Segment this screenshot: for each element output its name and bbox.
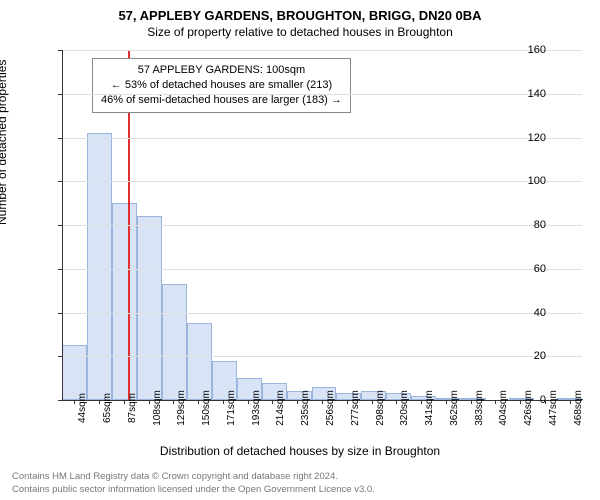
x-tick-label: 404sqm — [498, 390, 509, 426]
histogram-bar — [87, 133, 112, 400]
x-tick-label: 383sqm — [474, 390, 485, 426]
y-tick-label: 80 — [516, 219, 546, 231]
x-tick-label: 87sqm — [127, 393, 138, 423]
footer-line1: Contains HM Land Registry data © Crown c… — [12, 471, 588, 483]
chart-subtitle: Size of property relative to detached ho… — [0, 23, 600, 39]
histogram-bar — [187, 323, 212, 400]
chart-title: 57, APPLEBY GARDENS, BROUGHTON, BRIGG, D… — [0, 0, 600, 23]
histogram-bar — [162, 284, 187, 400]
y-axis-label: Number of detached properties — [0, 60, 9, 225]
x-tick-label: 447sqm — [548, 390, 559, 426]
x-tick-label: 108sqm — [152, 390, 163, 426]
histogram-bar — [112, 203, 137, 400]
x-tick-label: 214sqm — [275, 390, 286, 426]
y-tick-label: 120 — [516, 132, 546, 144]
y-tick-label: 140 — [516, 88, 546, 100]
x-axis-label: Distribution of detached houses by size … — [0, 444, 600, 458]
annotation-line: 46% of semi-detached houses are larger (… — [101, 93, 342, 108]
x-tick-label: 150sqm — [201, 390, 212, 426]
histogram-bar — [62, 345, 87, 400]
y-axis-line — [62, 50, 63, 400]
x-tick-label: 426sqm — [523, 390, 534, 426]
x-tick-label: 193sqm — [251, 390, 262, 426]
x-tick-label: 298sqm — [375, 390, 386, 426]
annotation-box: 57 APPLEBY GARDENS: 100sqm← 53% of detac… — [92, 58, 351, 113]
annotation-line: 57 APPLEBY GARDENS: 100sqm — [101, 63, 342, 78]
x-tick-label: 468sqm — [573, 390, 584, 426]
x-tick-label: 320sqm — [399, 390, 410, 426]
x-tick-label: 65sqm — [102, 393, 113, 423]
x-tick-label: 129sqm — [176, 390, 187, 426]
x-ticks: 44sqm65sqm87sqm108sqm129sqm150sqm171sqm1… — [62, 400, 582, 450]
x-tick-label: 44sqm — [77, 393, 88, 423]
x-tick-label: 256sqm — [325, 390, 336, 426]
footer-credits: Contains HM Land Registry data © Crown c… — [12, 471, 588, 496]
annotation-line: ← 53% of detached houses are smaller (21… — [101, 78, 342, 93]
footer-line2: Contains public sector information licen… — [12, 484, 588, 496]
y-tick-label: 60 — [516, 263, 546, 275]
x-tick-label: 341sqm — [424, 390, 435, 426]
x-tick-label: 362sqm — [449, 390, 460, 426]
histogram-plot: 57 APPLEBY GARDENS: 100sqm← 53% of detac… — [62, 50, 582, 400]
y-tick-label: 160 — [516, 44, 546, 56]
x-tick-label: 277sqm — [350, 390, 361, 426]
x-tick-label: 235sqm — [300, 390, 311, 426]
histogram-bar — [137, 216, 162, 400]
y-tick-label: 40 — [516, 307, 546, 319]
x-tick-label: 171sqm — [226, 390, 237, 426]
y-tick-label: 100 — [516, 175, 546, 187]
y-tick-label: 20 — [516, 350, 546, 362]
